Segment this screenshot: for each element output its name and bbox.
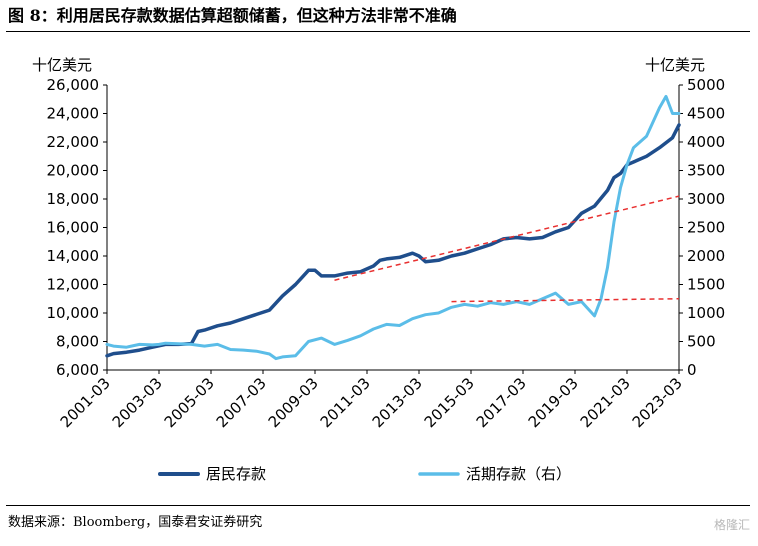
right-tick-label: 0: [687, 361, 697, 379]
x-tick-label: 2019-03: [525, 374, 582, 431]
right-tick-label: 5000: [687, 76, 725, 94]
x-tick-label: 2013-03: [369, 374, 426, 431]
legend-label: 居民存款: [206, 465, 266, 483]
x-tick-label: 2005-03: [161, 374, 218, 431]
right-tick-label: 500: [687, 333, 716, 351]
right-tick-label: 2000: [687, 247, 725, 265]
left-tick-label: 18,000: [47, 190, 100, 208]
x-tick-label: 2003-03: [109, 374, 166, 431]
left-axis-unit: 十亿美元: [32, 56, 92, 74]
title-rule: [6, 31, 750, 32]
x-tick-label: 2009-03: [265, 374, 322, 431]
right-tick-label: 2500: [687, 219, 725, 237]
line-chart: 十亿美元 十亿美元 6,000 8,000 10,000 12,000 14,000 16,0…: [32, 56, 725, 483]
source-note: 数据来源：Bloomberg，国泰君安证券研究: [8, 515, 263, 530]
left-tick-label: 12,000: [47, 276, 100, 294]
x-tick-label: 2001-03: [57, 374, 114, 431]
right-tick-label: 3500: [687, 162, 725, 180]
right-tick-label: 1000: [687, 304, 725, 322]
right-tick-label: 1500: [687, 276, 725, 294]
x-tick-label: 2017-03: [473, 374, 530, 431]
x-tick-label: 2007-03: [213, 374, 270, 431]
right-tick-label: 4000: [687, 133, 725, 151]
left-tick-label: 10,000: [47, 304, 100, 322]
x-tick-label: 2015-03: [421, 374, 478, 431]
left-tick-label: 22,000: [47, 133, 100, 151]
trend-line-2: [451, 298, 680, 303]
series-line-demand-deposits: [105, 94, 681, 361]
left-tick-label: 6,000: [56, 361, 99, 379]
source-rule: [6, 505, 750, 506]
left-tick-label: 16,000: [47, 219, 100, 237]
left-tick-label: 14,000: [47, 247, 100, 265]
x-tick-label: 2023-03: [629, 374, 686, 431]
right-tick-label: 3000: [687, 190, 725, 208]
series-line-household-deposits: [105, 123, 681, 358]
watermark-logo: 格隆汇: [713, 518, 750, 532]
x-tick-label: 2021-03: [577, 374, 634, 431]
legend-label: 活期存款（右）: [466, 465, 571, 483]
figure-title: 图 8：利用居民存款数据估算超额储蓄，但这种方法非常不准确: [8, 6, 457, 25]
left-tick-label: 20,000: [47, 162, 100, 180]
right-tick-label: 4500: [687, 105, 725, 123]
x-tick-label: 2011-03: [317, 374, 374, 431]
left-tick-label: 26,000: [47, 76, 100, 94]
left-tick-label: 24,000: [47, 105, 100, 123]
right-axis-unit: 十亿美元: [645, 56, 705, 74]
left-tick-label: 8,000: [56, 333, 99, 351]
